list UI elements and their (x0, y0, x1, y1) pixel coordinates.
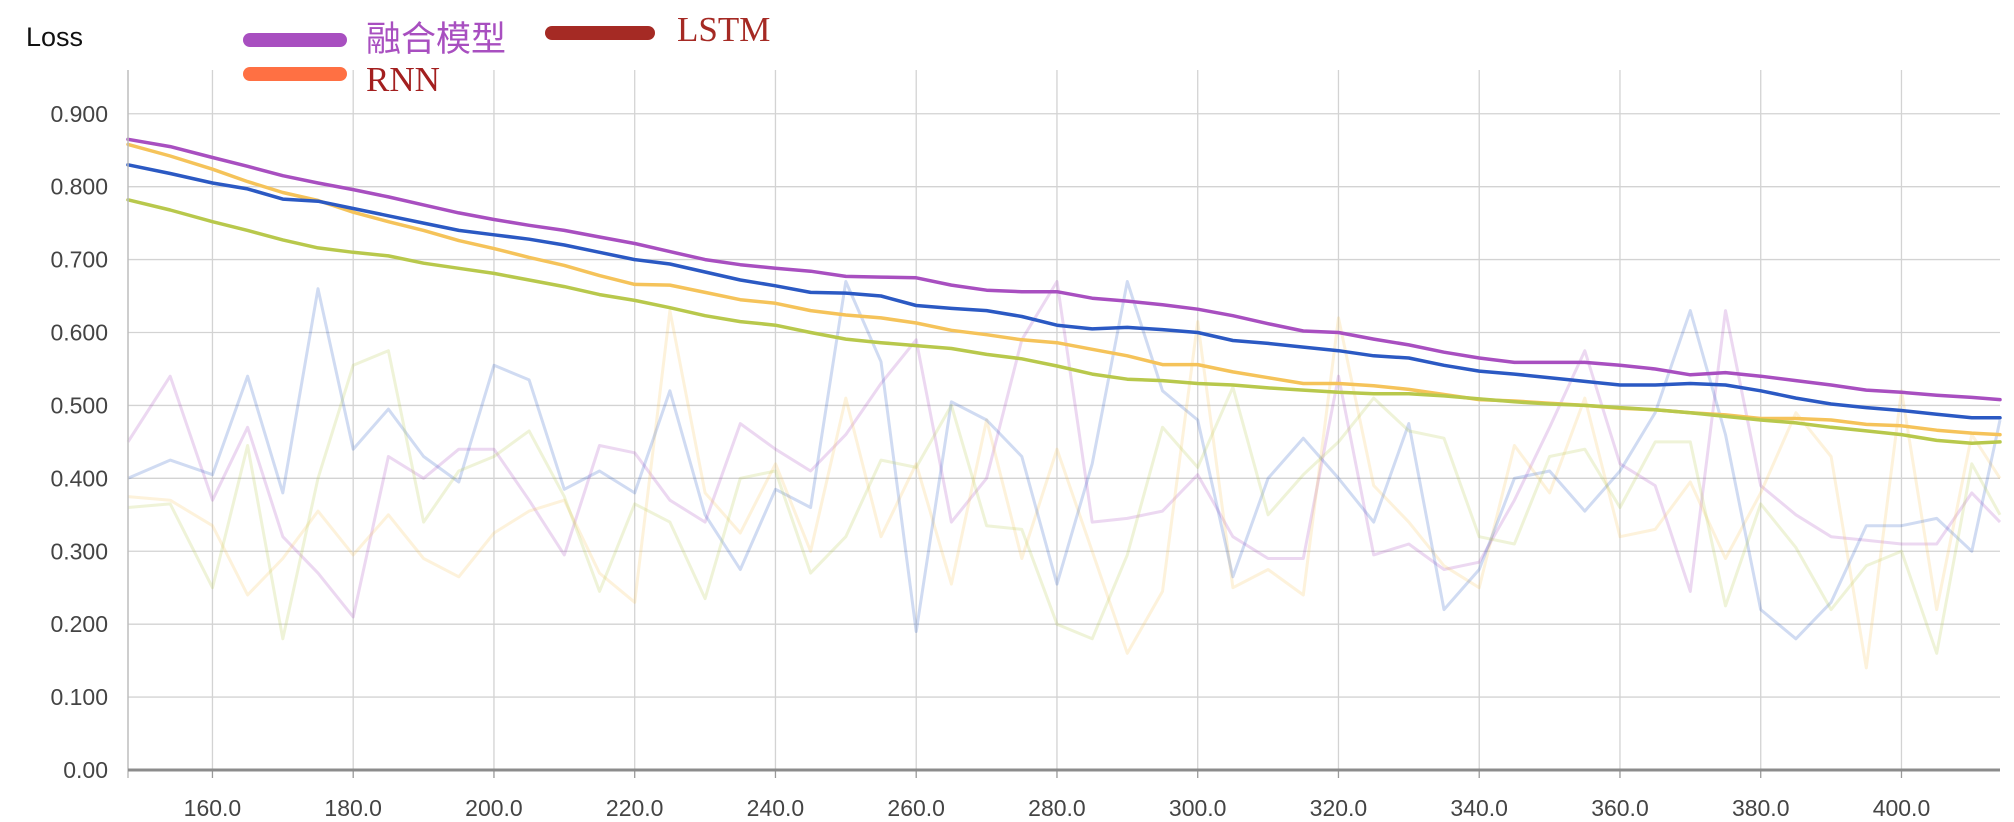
legend: 融合模型 RNN LSTM (243, 10, 770, 99)
legend-label-fusion: 融合模型 (366, 20, 506, 59)
x-tick-label: 160.0 (184, 795, 242, 821)
x-tick-label: 220.0 (606, 795, 664, 821)
x-tick-label: 340.0 (1450, 795, 1508, 821)
legend-item-fusion[interactable]: 融合模型 (243, 20, 506, 59)
x-tick-label: 180.0 (324, 795, 382, 821)
y-tick-label: 0.600 (50, 320, 108, 346)
grid (128, 70, 2000, 770)
x-tick-label: 320.0 (1310, 795, 1368, 821)
x-tick-label: 380.0 (1732, 795, 1790, 821)
x-tick-label: 300.0 (1169, 795, 1227, 821)
legend-label-lstm: LSTM (677, 10, 770, 49)
legend-swatch-rnn (243, 67, 347, 81)
raw-series-line-2 (127, 280, 2002, 641)
legend-swatch-fusion (243, 33, 347, 47)
x-tick-label: 360.0 (1591, 795, 1649, 821)
x-tick-label: 400.0 (1873, 795, 1931, 821)
y-tick-labels: 0.00 0.100 0.200 0.300 0.400 0.500 0.600 0.700 0… (50, 101, 108, 783)
legend-label-rnn: RNN (366, 60, 440, 99)
legend-item-rnn[interactable]: RNN (243, 60, 440, 99)
y-tick-label: 0.700 (50, 247, 108, 273)
smoothed-series-line-3 (126, 198, 2002, 446)
x-tick-label: 260.0 (887, 795, 945, 821)
y-tick-label: 0.500 (50, 392, 108, 418)
y-tick-label: 0.900 (50, 101, 108, 127)
legend-swatch-lstm (545, 26, 655, 40)
y-tick-label: 0.200 (50, 611, 108, 637)
legend-item-lstm[interactable]: LSTM (545, 10, 770, 49)
raw-series-line-3 (127, 349, 2002, 655)
x-tick-label: 280.0 (1028, 795, 1086, 821)
smoothed-series-line-0 (126, 137, 2002, 402)
y-axis-label: Loss (26, 22, 83, 52)
smoothed-series-line-2 (126, 163, 2002, 420)
y-tick-label: 0.400 (50, 465, 108, 491)
x-tick-label: 240.0 (747, 795, 805, 821)
x-tick-label: 200.0 (465, 795, 523, 821)
smoothed-series-group (126, 137, 2002, 446)
y-tick-label: 0.100 (50, 684, 108, 710)
y-tick-label: 0.800 (50, 174, 108, 200)
raw-series-line-0 (126, 280, 2002, 619)
smoothed-series-line-1 (126, 142, 2002, 437)
raw-series-group (126, 280, 2002, 670)
raw-series-line-1 (127, 309, 2002, 670)
y-tick-label: 0.00 (63, 757, 108, 783)
y-tick-label: 0.300 (50, 538, 108, 564)
x-tick-labels: 160.0 180.0 200.0 220.0 240.0 260.0 280.0 300.0… (184, 795, 1931, 821)
axes (127, 70, 2000, 778)
